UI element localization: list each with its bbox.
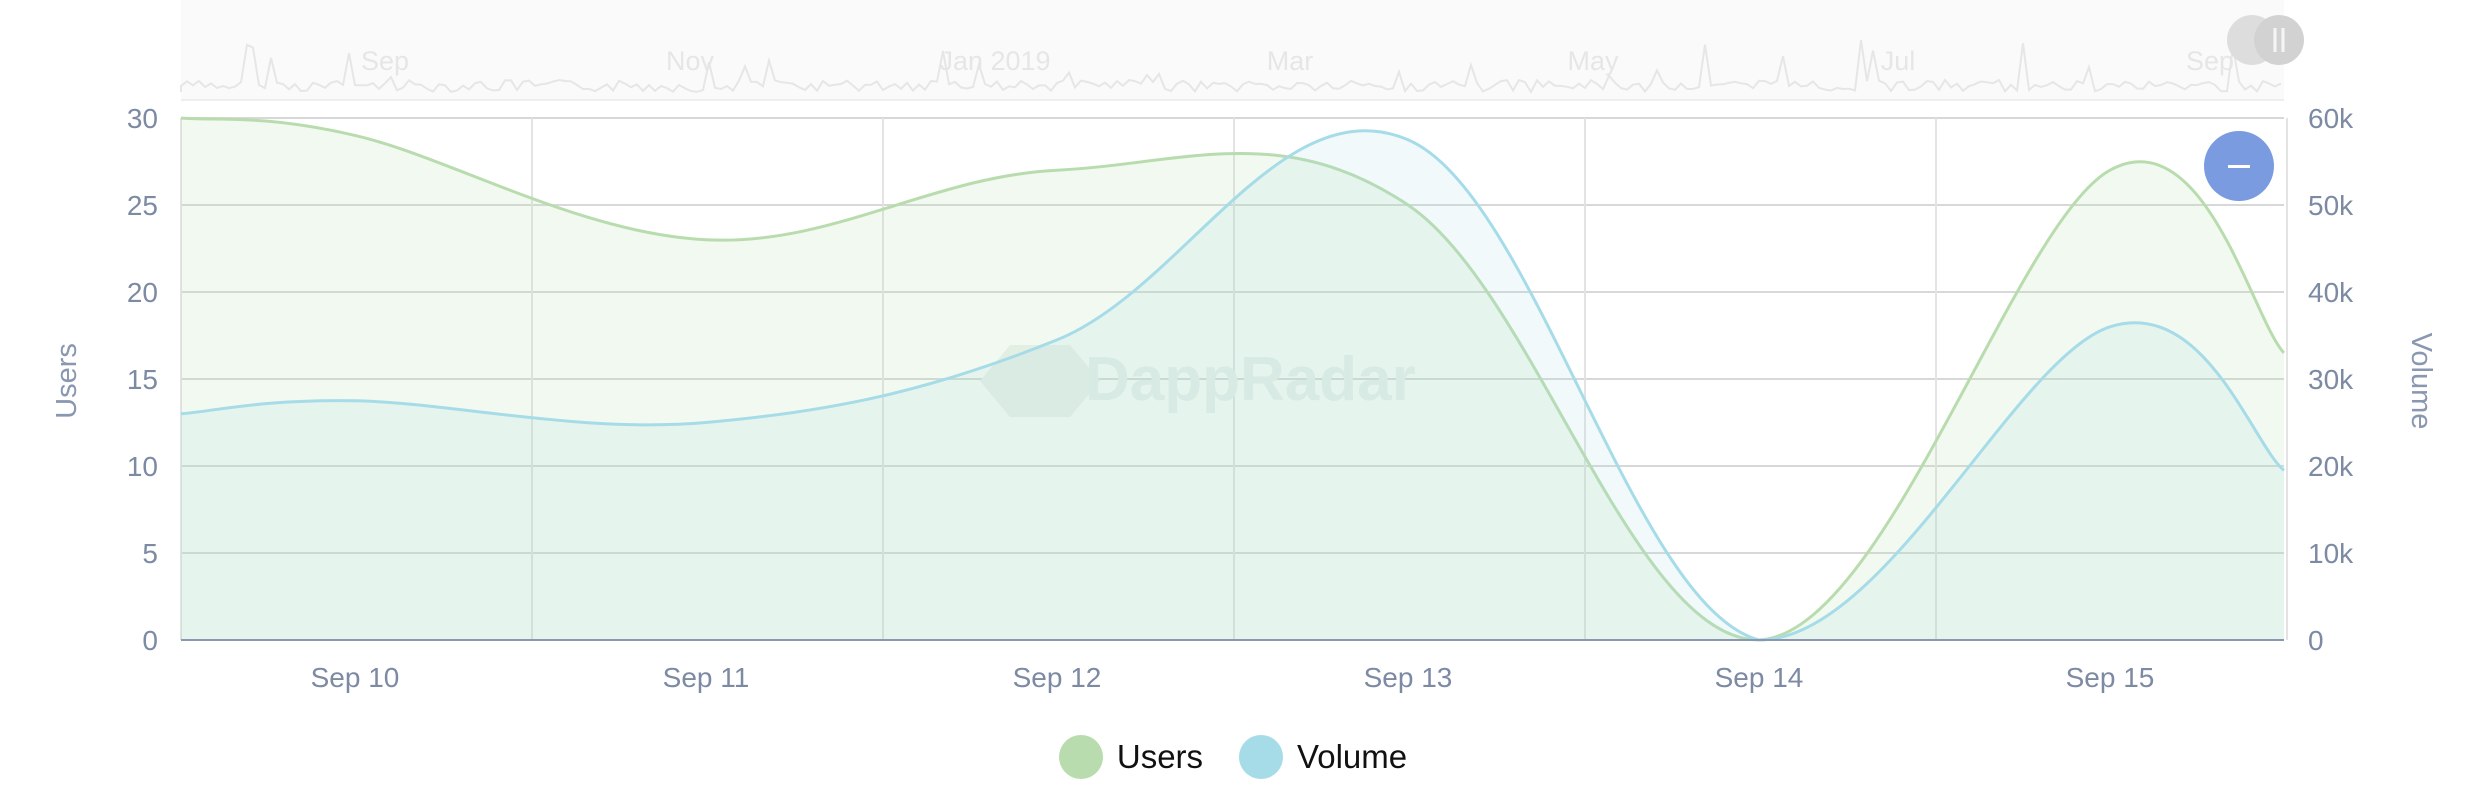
y-left-tick-label: 15	[127, 364, 158, 395]
y-left-tick-label: 10	[127, 451, 158, 482]
axes: 0 5 10 15 20 25 30 0 10k 20k 30k 40k 50k 60k Sep 10 Sep…	[127, 103, 2354, 693]
navigator-series	[180, 40, 2282, 95]
navigator-label: Jan 2019	[939, 46, 1050, 76]
navigator-label: May	[1567, 46, 1619, 76]
y-right-tick-label: 20k	[2308, 451, 2354, 482]
x-tick-label: Sep 12	[1013, 662, 1102, 693]
y-right-tick-label: 10k	[2308, 538, 2354, 569]
y-right-tick-label: 0	[2308, 625, 2324, 656]
navigator-label: Nov	[666, 46, 715, 76]
series-line-volume	[180, 129, 2285, 642]
y-right-tick-label: 30k	[2308, 364, 2354, 395]
navigator-label: Jul	[1881, 46, 1916, 76]
y-right-tick-label: 50k	[2308, 190, 2354, 221]
series-area-volume	[181, 130, 2284, 640]
y-left-tick-label: 0	[142, 625, 158, 656]
x-tick-label: Sep 15	[2066, 662, 2155, 693]
y-axis-left-title: Users	[51, 343, 83, 419]
series-line-users	[180, 116, 2286, 642]
navigator-label: Mar	[1267, 46, 1314, 76]
legend-label-volume: Volume	[1297, 738, 1408, 775]
y-left-tick-label: 30	[127, 103, 158, 134]
series-area-users	[181, 118, 2284, 640]
legend: Users Volume	[0, 732, 2466, 782]
x-tick-label: Sep 14	[1715, 662, 1804, 693]
y-left-tick-label: 5	[142, 538, 158, 569]
legend-item-volume[interactable]: Volume	[1239, 735, 1407, 779]
y-right-tick-label: 40k	[2308, 277, 2354, 308]
minus-icon	[2228, 164, 2250, 168]
legend-item-users[interactable]: Users	[1058, 735, 1204, 779]
navigator-label: Sep	[2186, 46, 2234, 76]
series-layer	[180, 116, 2286, 642]
x-tick-label: Sep 11	[663, 662, 750, 693]
x-tick-label: Sep 10	[311, 662, 400, 693]
navigator-label: Sep	[361, 46, 409, 76]
navigator-background	[181, 0, 2284, 100]
y-left-tick-label: 20	[127, 277, 158, 308]
watermark-logo	[980, 345, 1100, 417]
zoom-out-button[interactable]	[2204, 131, 2274, 201]
y-axis-right-title: Volume	[2405, 333, 2437, 430]
legend-label-users: Users	[1116, 738, 1204, 775]
y-left-tick-label: 25	[127, 190, 158, 221]
watermark: DappRadar	[980, 345, 1416, 417]
navigator-handle-right[interactable]	[2254, 15, 2304, 65]
navigator[interactable]: Sep Nov Jan 2019 Mar May Jul Sep	[180, 0, 2304, 101]
legend-swatch-volume	[1239, 735, 1284, 779]
x-tick-label: Sep 13	[1364, 662, 1453, 693]
legend-swatch-users	[1058, 735, 1103, 779]
watermark-text: DappRadar	[1085, 345, 1416, 414]
y-right-tick-label: 60k	[2308, 103, 2354, 134]
